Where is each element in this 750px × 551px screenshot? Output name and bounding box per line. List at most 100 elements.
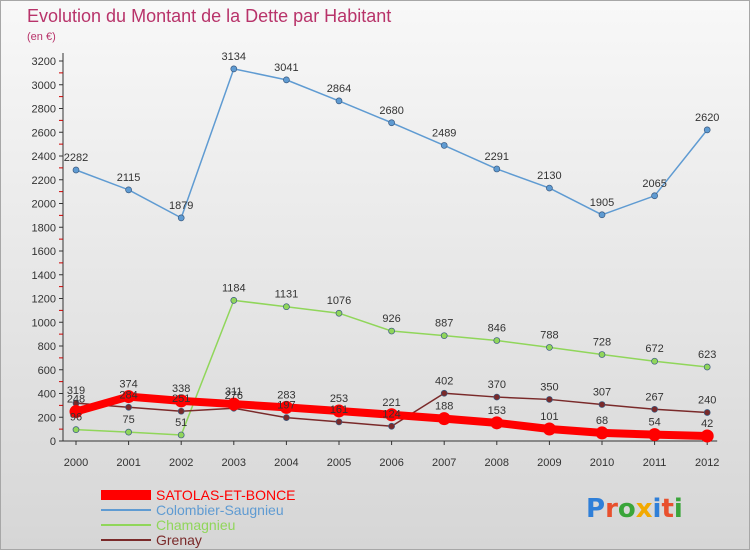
- data-label: 276: [225, 390, 243, 402]
- legend-label: SATOLAS-ET-BONCE: [156, 487, 296, 503]
- data-point: [230, 297, 238, 304]
- data-point: [651, 192, 658, 200]
- data-label: 267: [645, 391, 663, 403]
- data-point: [493, 393, 501, 401]
- data-label: 2291: [485, 151, 509, 163]
- data-label: 402: [435, 375, 453, 387]
- data-label: 153: [488, 405, 506, 417]
- data-point: [283, 76, 290, 84]
- data-label: 240: [698, 395, 716, 407]
- data-label: 926: [382, 313, 400, 325]
- data-point: [440, 332, 448, 340]
- y-tick-label: 3200: [32, 56, 56, 68]
- data-point: [335, 418, 343, 426]
- proxiti-logo: Proxiti: [586, 494, 683, 524]
- data-point: [651, 405, 658, 413]
- data-label: 370: [488, 379, 506, 391]
- data-label: 1879: [169, 200, 193, 212]
- data-point: [703, 409, 711, 416]
- data-label: 623: [698, 349, 716, 361]
- x-tick-label: 2002: [169, 457, 193, 469]
- y-tick-label: 2600: [32, 127, 56, 139]
- data-label: 374: [119, 379, 137, 391]
- y-tick-label: 3000: [32, 80, 56, 92]
- data-label: 68: [596, 415, 608, 427]
- y-tick-label: 200: [38, 412, 56, 424]
- data-label: 54: [648, 417, 660, 429]
- data-label: 1905: [590, 197, 614, 209]
- data-point: [440, 142, 448, 149]
- data-point: [648, 428, 662, 442]
- data-point: [440, 389, 448, 397]
- data-label: 1184: [222, 282, 246, 294]
- data-point: [279, 400, 293, 414]
- data-label: 42: [701, 418, 713, 430]
- chart-title: Evolution du Montant de la Dette par Hab…: [27, 6, 391, 26]
- data-label: 284: [119, 389, 137, 401]
- y-tick-label: 1000: [32, 317, 56, 329]
- data-point: [125, 186, 132, 194]
- x-tick-label: 2006: [379, 457, 403, 469]
- x-tick-label: 2008: [485, 457, 509, 469]
- x-tick-label: 2001: [116, 457, 140, 469]
- data-point: [227, 397, 241, 411]
- x-tick-label: 2012: [695, 457, 719, 469]
- data-label: 283: [277, 389, 295, 401]
- data-point: [125, 428, 132, 436]
- x-tick-label: 2000: [64, 457, 88, 469]
- data-label: 2620: [695, 112, 719, 124]
- data-label: 319: [67, 385, 85, 397]
- data-point: [72, 426, 80, 433]
- data-label: 2864: [327, 83, 351, 95]
- legend: SATOLAS-ET-BONCEColombier-SaugnieuChamag…: [101, 487, 296, 548]
- data-point: [651, 357, 658, 365]
- x-tick-label: 2010: [590, 457, 614, 469]
- data-point: [177, 214, 185, 222]
- data-label: 197: [277, 400, 295, 412]
- data-label: 338: [172, 383, 190, 395]
- data-label: 672: [645, 343, 663, 355]
- x-tick-label: 2007: [432, 457, 456, 469]
- data-point: [177, 407, 185, 415]
- data-point: [598, 211, 606, 219]
- data-point: [546, 344, 553, 351]
- y-tick-label: 1800: [32, 222, 56, 234]
- data-label: 788: [540, 329, 558, 341]
- data-point: [388, 119, 395, 127]
- legend-label: Grenay: [156, 532, 202, 548]
- data-label: 2065: [642, 178, 666, 190]
- data-label: 1076: [327, 295, 351, 307]
- data-point: [283, 303, 290, 311]
- data-point: [230, 65, 238, 73]
- data-point: [546, 184, 553, 192]
- data-point: [388, 422, 395, 430]
- data-label: 311: [225, 386, 243, 398]
- data-label: 253: [330, 393, 348, 405]
- data-label: 51: [175, 417, 187, 429]
- y-tick-label: 2000: [32, 199, 56, 211]
- y-tick-label: 1200: [32, 294, 56, 306]
- y-tick-label: 2200: [32, 175, 56, 187]
- legend-label: Chamagnieu: [156, 517, 235, 533]
- data-label: 2282: [64, 152, 88, 164]
- data-point: [125, 403, 132, 411]
- data-label: 307: [593, 387, 611, 399]
- data-point: [174, 394, 188, 408]
- data-point: [493, 337, 501, 344]
- data-label: 96: [70, 412, 82, 424]
- data-point: [332, 404, 346, 418]
- data-point: [703, 363, 711, 371]
- data-label: 124: [382, 408, 400, 420]
- x-tick-label: 2003: [222, 457, 246, 469]
- data-label: 3041: [274, 62, 298, 74]
- y-tick-label: 800: [38, 341, 56, 353]
- y-tick-label: 400: [38, 389, 56, 401]
- data-point: [122, 390, 136, 404]
- data-label: 251: [172, 393, 190, 405]
- data-label: 188: [435, 401, 453, 413]
- y-tick-label: 1400: [32, 270, 56, 282]
- data-label: 846: [488, 323, 506, 335]
- data-label: 101: [540, 411, 558, 423]
